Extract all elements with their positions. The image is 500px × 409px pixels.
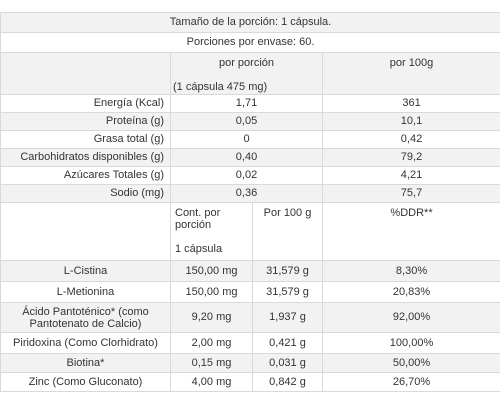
nutrient-row: Proteína (g) 0,05 10,1 xyxy=(0,112,500,131)
por-100g-header: Por 100 g xyxy=(252,202,323,261)
servings-per-container-text: Porciones por envase: 60. xyxy=(0,32,500,53)
blank-ingredient-header-cell xyxy=(0,202,171,261)
ingredient-per-serving: 4,00 mg xyxy=(170,372,253,392)
nutrient-per-100g: 361 xyxy=(321,94,500,113)
ingredient-name: L-Cistina xyxy=(0,260,171,282)
ingredient-per-serving: 2,00 mg xyxy=(170,332,253,354)
ingredient-name: Ácido Pantoténico* (como Pantotenato de … xyxy=(0,302,171,333)
ingredient-ddr: 8,30% xyxy=(321,260,500,282)
ingredient-header-row: Cont. por porción 1 cápsula Por 100 g %D… xyxy=(0,202,500,261)
ingredient-per-serving: 0,15 mg xyxy=(170,353,253,373)
column-header-row: por porción (1 cápsula 475 mg) por 100g xyxy=(0,52,500,95)
ingredient-per-serving: 9,20 mg xyxy=(170,302,253,333)
servings-per-container-row: Porciones por envase: 60. xyxy=(0,32,500,53)
ingredient-name: L-Metionina xyxy=(0,281,171,303)
nutrient-row: Azúcares Totales (g) 0,02 4,21 xyxy=(0,166,500,185)
ingredient-ddr: 100,00% xyxy=(321,332,500,354)
per-serving-label: por porción xyxy=(218,57,275,69)
ingredient-row: L-Cistina 150,00 mg 31,579 g 8,30% xyxy=(0,260,500,282)
cont-per-serving-label: Cont. por porción xyxy=(175,207,221,231)
cont-per-serving-header: Cont. por porción 1 cápsula xyxy=(170,202,253,261)
nutrient-per-serving: 1,71 xyxy=(170,94,323,113)
ingredient-name: Zinc (Como Gluconato) xyxy=(0,372,171,392)
nutrient-row: Carbohidratos disponibles (g) 0,40 79,2 xyxy=(0,148,500,167)
ingredient-per-100g: 0,031 g xyxy=(252,353,323,373)
ingredient-per-serving: 150,00 mg xyxy=(170,260,253,282)
nutrient-per-serving: 0 xyxy=(170,130,323,149)
nutrient-row: Sodio (mg) 0,36 75,7 xyxy=(0,184,500,203)
nutrient-name: Grasa total (g) xyxy=(0,130,171,149)
nutrient-per-serving: 0,36 xyxy=(170,184,323,203)
ingredient-ddr: 50,00% xyxy=(321,353,500,373)
ingredient-per-100g: 0,842 g xyxy=(252,372,323,392)
ingredient-ddr: 26,70% xyxy=(321,372,500,392)
ingredient-per-100g: 31,579 g xyxy=(252,281,323,303)
nutrient-row: Energía (Kcal) 1,71 361 xyxy=(0,94,500,113)
nutrient-name: Carbohidratos disponibles (g) xyxy=(0,148,171,167)
nutrient-row: Grasa total (g) 0 0,42 xyxy=(0,130,500,149)
nutrient-per-100g: 4,21 xyxy=(321,166,500,185)
ingredient-per-serving: 150,00 mg xyxy=(170,281,253,303)
ddr-header: %DDR** xyxy=(321,202,500,261)
nutrient-name: Azúcares Totales (g) xyxy=(0,166,171,185)
nutrition-table: Tamaño de la porción: 1 cápsula. Porcion… xyxy=(0,12,500,392)
nutrient-per-100g: 75,7 xyxy=(321,184,500,203)
nutrient-name: Proteína (g) xyxy=(0,112,171,131)
nutrient-per-100g: 79,2 xyxy=(321,148,500,167)
nutrient-name: Energía (Kcal) xyxy=(0,94,171,113)
per-100g-header: por 100g xyxy=(321,52,500,95)
nutrient-name: Sodio (mg) xyxy=(0,184,171,203)
ingredient-ddr: 92,00% xyxy=(321,302,500,333)
ingredient-row: Zinc (Como Gluconato) 4,00 mg 0,842 g 26… xyxy=(0,372,500,392)
serving-size-row: Tamaño de la porción: 1 cápsula. xyxy=(0,12,500,33)
ingredient-name: Piridoxina (Como Clorhidrato) xyxy=(0,332,171,354)
per-serving-header: por porción (1 cápsula 475 mg) xyxy=(170,52,323,95)
ingredient-row: Biotina* 0,15 mg 0,031 g 50,00% xyxy=(0,353,500,373)
one-capsule-label: 1 cápsula xyxy=(175,243,223,255)
nutrient-per-serving: 0,40 xyxy=(170,148,323,167)
nutrient-per-100g: 10,1 xyxy=(321,112,500,131)
blank-header-cell xyxy=(0,52,171,95)
ingredient-name: Biotina* xyxy=(0,353,171,373)
ingredient-ddr: 20,83% xyxy=(321,281,500,303)
per-serving-unit: (1 cápsula 475 mg) xyxy=(173,81,268,93)
ingredient-per-100g: 31,579 g xyxy=(252,260,323,282)
ingredient-row: L-Metionina 150,00 mg 31,579 g 20,83% xyxy=(0,281,500,303)
ingredient-per-100g: 1,937 g xyxy=(252,302,323,333)
ingredient-row: Ácido Pantoténico* (como Pantotenato de … xyxy=(0,302,500,333)
nutrient-per-serving: 0,05 xyxy=(170,112,323,131)
nutrient-per-100g: 0,42 xyxy=(321,130,500,149)
serving-size-text: Tamaño de la porción: 1 cápsula. xyxy=(0,12,500,33)
nutrient-per-serving: 0,02 xyxy=(170,166,323,185)
ingredient-per-100g: 0,421 g xyxy=(252,332,323,354)
ingredient-row: Piridoxina (Como Clorhidrato) 2,00 mg 0,… xyxy=(0,332,500,354)
